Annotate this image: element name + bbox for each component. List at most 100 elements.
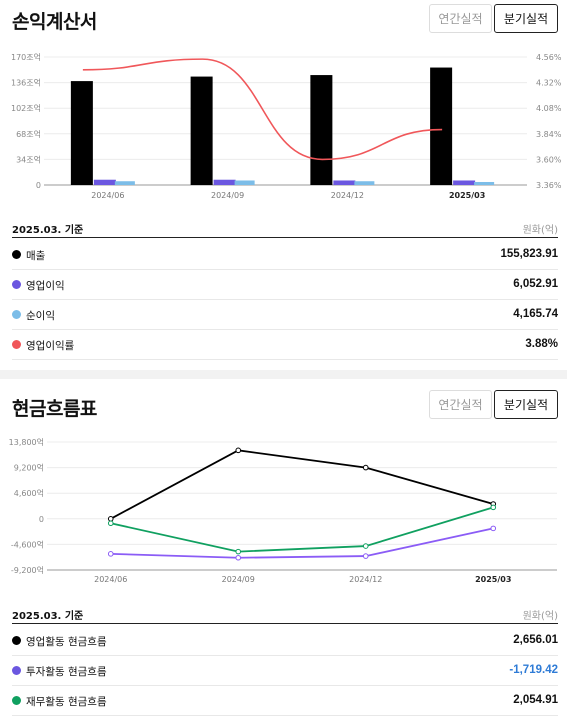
income-row-label: 영업이익률 xyxy=(26,340,75,352)
section-divider xyxy=(0,370,567,379)
point-영업활동 현금흐름 xyxy=(362,464,369,471)
y-axis-tick-label: -9,200억 xyxy=(11,565,44,575)
income-row-label: 영업이익 xyxy=(26,280,65,292)
cashflow-row-label: 투자활동 현금흐름 xyxy=(26,666,107,678)
legend-dot xyxy=(12,636,21,645)
legend-dot xyxy=(12,280,21,289)
line-재무활동 현금흐름 xyxy=(110,506,494,553)
point-영업활동 현금흐름 xyxy=(107,516,114,522)
y-axis-tick-label: -4,600억 xyxy=(11,539,44,549)
point-투자활동 현금흐름 xyxy=(490,525,497,532)
cashflow-tab-quarterly[interactable]: 분기실적 xyxy=(494,390,558,419)
cashflow-row-financing: 재무활동 현금흐름 2,054.91 xyxy=(12,686,558,716)
legend-dot xyxy=(12,666,21,675)
legend-dot xyxy=(12,340,21,349)
y-axis-tick-label: 170조억 xyxy=(11,52,41,62)
cashflow-row-investing: 투자활동 현금흐름 -1,719.42 xyxy=(12,656,558,686)
legend-dot xyxy=(12,696,21,705)
x-axis-tick-label: 2025/03 xyxy=(449,191,485,200)
bar-순이익 xyxy=(354,181,375,185)
x-axis-tick-label: 2024/09 xyxy=(211,191,244,200)
bar-영업이익 xyxy=(213,179,236,185)
y-axis-tick-label: 0 xyxy=(36,181,41,190)
cashflow-title: 현금흐름표 xyxy=(12,399,97,420)
x-axis-tick-label: 2025/03 xyxy=(475,575,511,584)
y-axis-tick-label: 102조억 xyxy=(11,103,41,113)
income-period-tabs: 연간실적 분기실적 xyxy=(429,4,558,33)
y-axis-tick-label: 34조억 xyxy=(16,154,41,164)
income-row-value: 3.88% xyxy=(525,338,558,350)
cashflow-section: 현금흐름표 연간실적 분기실적 13,800억 9,200억 4,600억 0 -4,6… xyxy=(0,379,567,719)
y-axis-tick-label: 68조억 xyxy=(16,129,41,139)
bar-매출 xyxy=(190,76,213,185)
income-row-net-income: 순이익 4,165.74 xyxy=(12,300,558,330)
y2-axis-tick-label: 4.32% xyxy=(536,79,562,88)
cashflow-row-value: -1,719.42 xyxy=(509,664,558,676)
point-재무활동 현금흐름 xyxy=(362,543,369,549)
income-tab-annual[interactable]: 연간실적 xyxy=(429,4,492,33)
y-axis-tick-label: 136조억 xyxy=(11,78,41,88)
income-row-operating-margin: 영업이익률 3.88% xyxy=(12,330,558,360)
income-currency-unit: 원화(억) xyxy=(522,225,558,236)
bar-영업이익 xyxy=(93,179,116,185)
cashflow-period-tabs: 연간실적 분기실적 xyxy=(429,390,558,419)
point-재무활동 현금흐름 xyxy=(107,520,114,527)
income-row-value: 155,823.91 xyxy=(500,248,558,260)
point-투자활동 현금흐름 xyxy=(235,554,242,561)
income-row-value: 6,052.91 xyxy=(513,278,558,290)
income-statement-section: 손익계산서 연간실적 분기실적 170조억 136조억 102조억 68조억 34조억 0… xyxy=(11,4,562,360)
income-as-of-date: 2025.03. 기준 xyxy=(12,225,84,236)
bar-영업이익 xyxy=(453,180,476,185)
cashflow-row-operating: 영업활동 현금흐름 2,656.01 xyxy=(12,626,558,656)
cashflow-row-value: 2,054.91 xyxy=(513,694,558,706)
cashflow-currency-unit: 원화(억) xyxy=(522,611,558,622)
bar-매출 xyxy=(70,81,93,185)
bar-매출 xyxy=(430,67,453,185)
y-axis-tick-label: 9,200억 xyxy=(14,463,44,473)
y2-axis-tick-label: 3.36% xyxy=(536,181,562,190)
cashflow-as-of-date: 2025.03. 기준 xyxy=(12,611,84,622)
y2-axis-tick-label: 4.56% xyxy=(536,53,562,62)
y2-axis-tick-label: 4.08% xyxy=(536,104,562,113)
income-row-operating-profit: 영업이익 6,052.91 xyxy=(12,270,558,300)
x-axis-tick-label: 2024/06 xyxy=(91,191,124,200)
legend-dot xyxy=(12,310,21,319)
y-axis-tick-label: 13,800억 xyxy=(9,437,44,447)
y2-axis-tick-label: 3.84% xyxy=(536,130,562,139)
x-axis-tick-label: 2024/12 xyxy=(349,575,382,584)
line-투자활동 현금흐름 xyxy=(110,527,494,559)
y-axis-tick-label: 0 xyxy=(39,515,44,524)
point-영업활동 현금흐름 xyxy=(235,447,242,454)
income-row-value: 4,165.74 xyxy=(513,308,558,320)
income-statement-title: 손익계산서 xyxy=(12,12,97,33)
line-영업이익률 xyxy=(82,58,443,161)
cashflow-chart: 13,800억 9,200억 4,600억 0 -4,600억 -9,200억 2024/0… xyxy=(9,437,557,584)
point-투자활동 현금흐름 xyxy=(107,551,114,557)
bar-영업이익 xyxy=(333,180,356,185)
bar-매출 xyxy=(310,75,333,185)
cashflow-tab-annual[interactable]: 연간실적 xyxy=(429,390,492,419)
income-chart: 170조억 136조억 102조억 68조억 34조억 0 4.56% 4.32% 4.08% 3… xyxy=(11,52,562,200)
y-axis-tick-label: 4,600억 xyxy=(14,488,44,498)
cashflow-row-label: 영업활동 현금흐름 xyxy=(26,636,107,648)
bar-순이익 xyxy=(474,181,495,185)
income-row-label: 매출 xyxy=(26,250,46,262)
income-row-label: 순이익 xyxy=(26,310,55,322)
income-tab-quarterly[interactable]: 분기실적 xyxy=(494,4,558,33)
income-row-revenue: 매출 155,823.91 xyxy=(12,240,558,270)
line-영업활동 현금흐름 xyxy=(110,449,494,520)
income-summary-header: 2025.03. 기준 원화(억) xyxy=(12,218,558,238)
cashflow-summary-header: 2025.03. 기준 원화(억) xyxy=(12,604,558,624)
bar-순이익 xyxy=(234,180,255,185)
point-재무활동 현금흐름 xyxy=(235,548,242,555)
cashflow-row-value: 2,656.01 xyxy=(513,634,558,646)
x-axis-tick-label: 2024/06 xyxy=(94,575,127,584)
y2-axis-tick-label: 3.60% xyxy=(536,155,562,164)
cashflow-row-label: 재무활동 현금흐름 xyxy=(26,696,107,708)
point-투자활동 현금흐름 xyxy=(362,553,369,559)
x-axis-tick-label: 2024/12 xyxy=(331,191,364,200)
x-axis-tick-label: 2024/09 xyxy=(222,575,255,584)
point-재무활동 현금흐름 xyxy=(490,504,497,511)
bar-순이익 xyxy=(114,181,135,185)
legend-dot xyxy=(12,250,21,259)
